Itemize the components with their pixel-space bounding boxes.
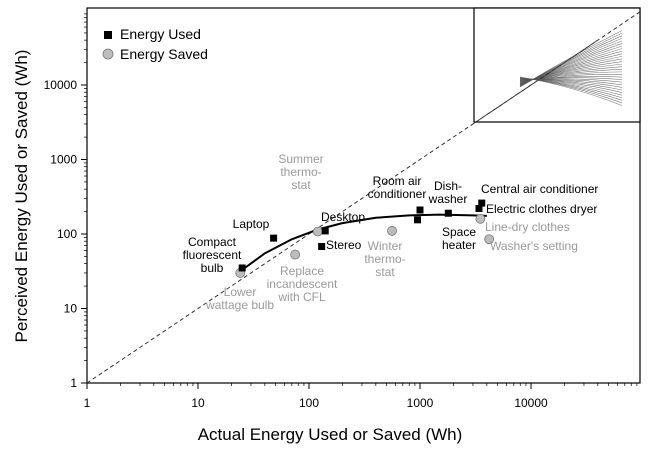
x-axis-ticks: 1 10 100 1000 10000 [84,383,638,410]
energy-used-point [321,227,329,235]
annotation-line: Stereo [326,238,362,252]
energy-saved-point [312,226,323,237]
annotation-line: incandescent [267,277,338,291]
energy-used-point [238,264,246,272]
point-annotation: Winter thermo-stat [364,239,405,279]
point-annotation: Room air conditioner [368,174,427,201]
x-axis-label: Actual Energy Used or Saved (Wh) [198,425,463,444]
annotations: Compact fluorescent bulb Laptop Desktop Stere… [183,152,599,312]
point-annotation: Washer's setting [490,239,578,253]
y-tick-label: 10000 [44,78,78,92]
y-axis-ticks: 1 10 100 1000 10000 [44,13,87,390]
fit-curve [241,213,487,271]
reference-line [86,39,598,384]
annotation-line: stat [375,265,395,279]
annotation-line: with CFL [277,290,326,304]
fit-curve-line [241,213,487,271]
point-annotation: Central air conditioner [481,182,598,196]
point-annotation: Line-dry clothes [485,220,570,234]
x-tick-label: 1000 [407,396,434,410]
legend: Energy Used Energy Saved [102,26,208,62]
annotation-line: Dish- [434,179,462,193]
energy-used-point [416,206,424,214]
plot-border [86,7,641,384]
y-tick-label: 1 [70,376,77,390]
annotation-line: conditioner [368,187,427,201]
annotation-line: bulb [201,261,224,275]
data-marks [235,199,495,278]
point-annotation: Desktop [321,210,365,224]
point-annotation: Stereo [326,238,362,252]
annotation-line: Line-dry clothes [485,220,570,234]
energy-used-point [478,199,486,207]
annotation-line: Compact [188,235,237,249]
annotation-line: Central air conditioner [481,182,598,196]
legend-label-energy-used: Energy Used [120,26,201,42]
annotation-line: Replace [280,264,324,278]
annotation-line: Winter [368,239,403,253]
energy-saved-point [475,213,486,224]
inset-panel [473,7,641,124]
point-annotation: Space heater [442,225,476,252]
energy-used-point [270,234,278,242]
energy-saved-point [387,226,397,236]
y-axis-label: Perceived Energy Used or Saved (Wh) [12,50,31,343]
energy-saved-point [290,249,301,260]
x-tick-label: 10000 [514,396,548,410]
annotation-line: stat [291,178,311,192]
annotation-line: Electric clothes dryer [486,202,597,216]
x-tick-label: 10 [191,396,205,410]
inset-curve [519,30,623,88]
y-tick-label: 100 [57,227,77,241]
point-annotation: Replace incandescent with CFL [267,264,338,304]
annotation-line: Summer [278,152,323,166]
legend-label-energy-saved: Energy Saved [120,46,208,62]
x-tick-label: 100 [299,396,319,410]
point-annotation: Compact fluorescent bulb [183,235,242,275]
annotation-line: fluorescent [183,248,242,262]
annotation-line: thermo- [280,165,321,179]
point-annotation: Laptop [233,217,270,231]
point-annotation: Electric clothes dryer [486,202,597,216]
annotation-line: thermo- [364,252,405,266]
annotation-line: washer [428,192,468,206]
point-annotation: Dish-washer [428,179,468,206]
y-tick-label: 10 [64,302,78,316]
annotation-line: Room air [373,174,422,188]
annotation-line: Desktop [321,210,365,224]
point-annotation: Lower wattage bulb [205,285,274,312]
point-annotation: Summer thermo-stat [278,152,323,192]
energy-used-point [318,242,326,250]
annotation-line: Laptop [233,217,270,231]
annotation-line: heater [442,238,476,252]
legend-circle-marker [102,48,114,60]
y-tick-label: 1000 [50,153,77,167]
annotation-line: Washer's setting [490,239,578,253]
annotation-line: Lower [224,285,257,299]
plot-frame [86,7,641,384]
identity-line [86,39,598,384]
energy-used-point [475,204,483,212]
energy-used-point [444,209,452,217]
annotation-line: wattage bulb [205,298,274,312]
annotation-line: Space [442,225,476,239]
x-tick-label: 1 [84,396,91,410]
energy-saved-point [484,234,495,245]
energy-used-point [414,216,422,224]
legend-square-marker [104,31,112,39]
